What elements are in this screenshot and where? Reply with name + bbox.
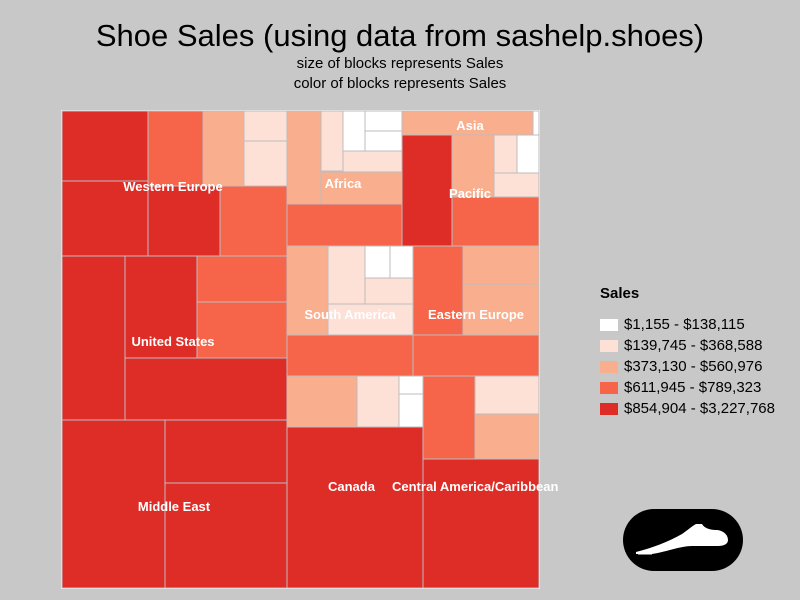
treemap-block[interactable] — [286, 245, 329, 336]
treemap-block[interactable] — [451, 134, 495, 198]
treemap-block[interactable] — [286, 375, 358, 428]
treemap-block[interactable] — [286, 203, 403, 247]
legend-title: Sales — [600, 285, 640, 302]
treemap-block[interactable] — [124, 255, 198, 359]
region-label: Canada — [328, 479, 376, 494]
legend: Sales $1,155 - $138,115 $139,745 - $368,… — [600, 285, 775, 419]
legend-swatch — [600, 339, 618, 352]
treemap-block[interactable] — [474, 375, 540, 415]
region-label: Western Europe — [123, 179, 222, 194]
region-label: Asia — [456, 118, 484, 133]
treemap-block[interactable] — [202, 110, 245, 187]
chart-subtitle-color: color of blocks represents Sales — [293, 75, 507, 92]
treemap-block[interactable] — [286, 426, 424, 589]
treemap-block[interactable] — [61, 180, 149, 257]
treemap-block[interactable] — [196, 301, 288, 359]
legend-item: $139,745 - $368,588 — [600, 335, 775, 356]
legend-item: $373,130 - $560,976 — [600, 356, 775, 377]
region-label: United States — [131, 334, 214, 349]
treemap-block[interactable] — [219, 185, 288, 257]
treemap-block[interactable] — [164, 419, 288, 484]
treemap-block[interactable] — [451, 196, 540, 247]
treemap-block[interactable] — [398, 375, 424, 395]
legend-label: $854,904 - $3,227,768 — [624, 400, 775, 417]
region-label: Central America/Caribbean — [392, 479, 558, 494]
treemap-block[interactable] — [474, 413, 540, 460]
treemap-block[interactable] — [364, 110, 403, 132]
treemap-block[interactable] — [422, 458, 540, 589]
legend-item: $611,945 - $789,323 — [600, 377, 775, 398]
legend-swatch — [600, 318, 618, 331]
shoe-icon — [623, 509, 743, 571]
treemap-block[interactable] — [493, 134, 518, 174]
treemap-block[interactable] — [61, 110, 149, 182]
treemap-block[interactable] — [364, 130, 403, 152]
legend-label: $1,155 - $138,115 — [624, 316, 745, 333]
treemap-block[interactable] — [286, 334, 414, 377]
treemap-block[interactable] — [493, 172, 540, 198]
treemap-block[interactable] — [389, 245, 414, 279]
treemap-block[interactable] — [147, 185, 221, 257]
legend-item: $854,904 - $3,227,768 — [600, 398, 775, 419]
treemap-block[interactable] — [364, 277, 414, 305]
treemap-block[interactable] — [401, 134, 453, 247]
treemap-block[interactable] — [286, 110, 322, 205]
legend-item: $1,155 - $138,115 — [600, 314, 775, 335]
legend-label: $373,130 - $560,976 — [624, 358, 763, 375]
treemap-block[interactable] — [462, 245, 540, 285]
legend-swatch — [600, 402, 618, 415]
region-label: Eastern Europe — [428, 307, 524, 322]
legend-label: $139,745 - $368,588 — [624, 337, 763, 354]
treemap-block[interactable] — [356, 375, 400, 428]
treemap-block[interactable] — [61, 255, 126, 421]
treemap-block[interactable] — [147, 110, 204, 187]
legend-swatch — [600, 381, 618, 394]
treemap-block[interactable] — [124, 357, 288, 421]
treemap-block[interactable] — [342, 150, 403, 173]
treemap-block[interactable] — [422, 375, 476, 460]
treemap-block[interactable] — [516, 134, 540, 174]
treemap-block[interactable] — [342, 110, 366, 152]
region-label: Middle East — [138, 499, 211, 514]
treemap-block[interactable] — [398, 393, 424, 428]
chart-title: Shoe Sales (using data from sashelp.shoe… — [95, 18, 705, 53]
treemap-block[interactable] — [412, 334, 540, 377]
region-label: Pacific — [449, 186, 491, 201]
region-label: Africa — [325, 176, 363, 191]
treemap-block[interactable] — [532, 110, 540, 136]
chart-subtitle-size: size of blocks represents Sales — [296, 55, 504, 72]
region-label: South America — [304, 307, 396, 322]
treemap-block[interactable] — [61, 419, 166, 589]
treemap-block[interactable] — [164, 482, 288, 589]
treemap-block[interactable] — [327, 245, 366, 305]
treemap-block[interactable] — [243, 110, 288, 142]
legend-swatch — [600, 360, 618, 373]
treemap-block[interactable] — [364, 245, 391, 279]
treemap-block[interactable] — [243, 140, 288, 187]
treemap-block[interactable] — [320, 110, 344, 172]
legend-label: $611,945 - $789,323 — [624, 379, 762, 396]
treemap-block[interactable] — [196, 255, 288, 303]
